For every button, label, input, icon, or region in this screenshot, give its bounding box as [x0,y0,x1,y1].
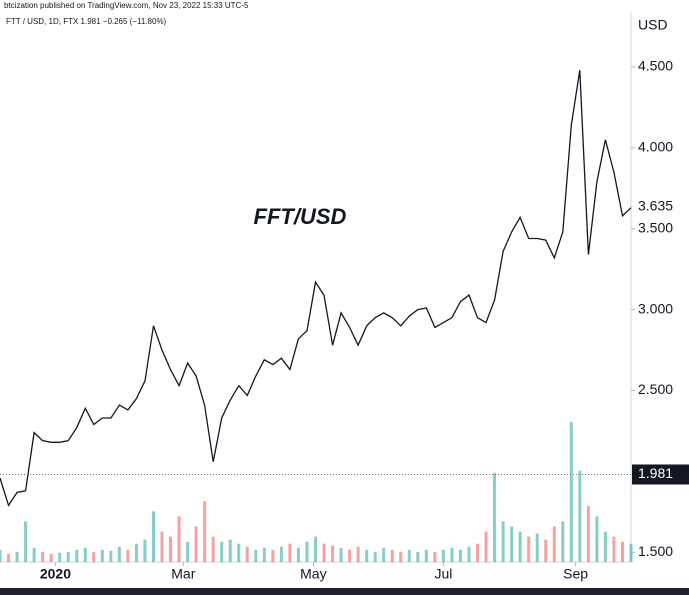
volume-bar [433,551,437,562]
volume-bar [58,552,62,562]
volume-bar [373,551,377,562]
volume-bar [535,533,539,562]
volume-bar [100,549,104,562]
y-tick-label: 3.000 [638,300,673,316]
volume-bar [194,526,198,562]
volume-bar [331,545,335,562]
volume-bar [66,551,70,562]
volume-bar [245,546,249,562]
volume-bar [228,539,232,562]
volume-bar [612,536,616,562]
volume-bar [578,470,582,562]
volume-bar [458,549,462,562]
header: btcization published on TradingView.com,… [4,1,249,10]
volume-bar [399,551,403,562]
volume-bar [151,511,155,562]
volume-bar [262,547,266,562]
volume-bar [126,549,130,562]
volume-bar [220,541,224,562]
volume-bar [586,506,590,562]
volume-bar [441,549,445,562]
volume-bar [160,531,164,562]
volume-bar [83,547,87,562]
volume-bar [322,543,326,562]
volume-bar [143,539,147,562]
volume-bar [552,526,556,562]
volume-bar [629,543,633,562]
volume-bar [561,521,565,562]
x-tick-label: May [300,566,326,582]
volume-bar [41,551,45,562]
volume-bar [134,543,138,562]
volume-bar [348,549,352,562]
volume-bar [75,549,79,562]
volume-bar [501,521,505,562]
volume-bar [424,549,428,562]
volume-bar [288,543,292,562]
volume-bar [407,549,411,562]
legend: FTT / USD, 1D, FTX 1.981 −0.265 (−11.80%… [6,17,167,26]
price-label-box [632,464,689,485]
volume-bar [493,472,497,562]
y-unit: USD [638,17,668,33]
volume-bar [186,541,190,562]
volume-bar [314,536,317,562]
volume-bar [169,536,173,562]
x-tick-label: 2020 [40,566,71,582]
volume-bar [450,547,454,562]
x-tick-label: Jul [434,566,452,582]
volume-bar [595,516,599,562]
volume-bar [92,551,96,562]
volume-bar [484,531,488,562]
volume-bar [603,531,607,562]
volume-bar [510,526,514,562]
y-tick-label: 3.500 [638,219,673,235]
volume-bar [49,553,53,562]
volume-bar [390,549,394,562]
y-tick-label: 2.500 [638,381,673,397]
volume-bar [15,551,19,562]
volume-bar [620,541,624,562]
volume-bar [305,541,309,562]
volume-bar [476,543,480,562]
volume-bar [211,536,215,562]
volume-bar [7,553,11,562]
price-label: 3.635 [638,198,673,214]
volume-bar [544,539,548,562]
volume-bar [109,550,113,562]
volume-bar [518,531,522,562]
volume-bar [296,547,300,562]
volume-bar [382,547,386,562]
footer-strip [0,588,689,595]
volume-bar [203,501,207,562]
volume-bar [416,551,420,562]
price-line [0,70,632,507]
y-tick-label: 1.500 [638,543,673,559]
x-tick-label: Mar [171,566,195,582]
volume-bar [467,546,471,562]
volume-bar [237,543,241,562]
y-tick-label: 4.000 [638,139,673,155]
volume-bar [356,546,360,562]
price-label-box [632,196,689,217]
volume-bar [254,549,258,562]
volume-bar [0,549,2,562]
volume-bar [339,547,343,562]
annotation: FFT/USD [254,204,347,229]
volume-bar [279,546,283,562]
volume-bar [117,546,121,562]
volume-bar [177,516,181,562]
volume-bar [24,521,28,562]
volume-bar [32,547,36,562]
y-tick-label: 4.500 [638,58,673,74]
x-tick-label: Sep [563,566,588,582]
volume-bar [527,536,531,562]
price-label: 1.981 [638,465,673,481]
volume-bar [569,422,573,562]
volume-bar [365,549,369,562]
volume-bar [271,549,275,562]
